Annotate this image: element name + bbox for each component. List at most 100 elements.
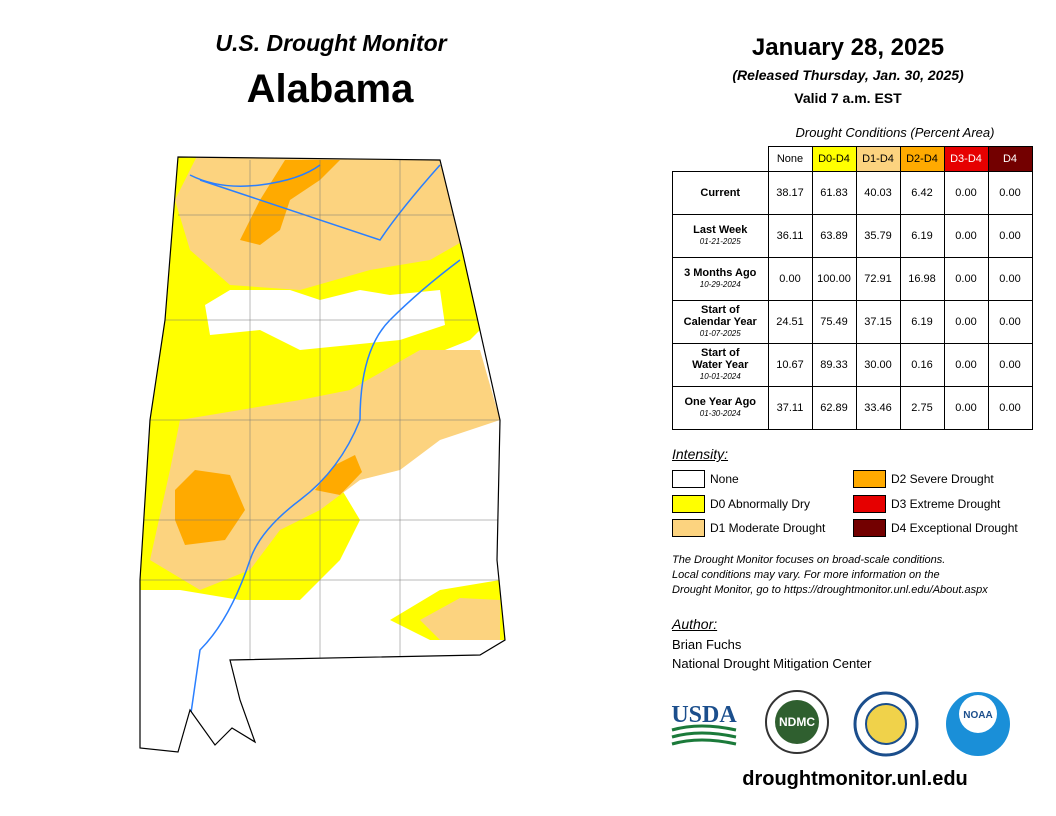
header-row: None D0-D4 D1-D4 D2-D4 D3-D4 D4 <box>673 146 1033 172</box>
row-date: 01-21-2025 <box>699 237 741 246</box>
date: January 28, 2025 <box>751 34 945 61</box>
cell: 6.42 <box>899 171 945 215</box>
row-label-line: Start of <box>701 304 740 316</box>
cell: 0.00 <box>943 386 989 430</box>
cell: 0.00 <box>943 300 989 344</box>
area-d1 <box>150 350 500 590</box>
row-label: 3 Months Ago 10-29-2024 <box>672 257 769 301</box>
cell: 0.00 <box>987 386 1033 430</box>
usda-waves <box>671 724 737 746</box>
legend-item: D2 Severe Drought <box>853 470 1033 488</box>
cell: 0.16 <box>899 343 945 387</box>
cell: 36.11 <box>767 214 813 258</box>
cell: 0.00 <box>943 343 989 387</box>
cell: 0.00 <box>987 257 1033 301</box>
table-row: One Year Ago 01-30-2024 37.11 62.89 33.46 2.7… <box>672 386 1033 430</box>
area-d2 <box>315 455 362 495</box>
note: The Drought Monitor focuses on broad-sca… <box>672 553 988 598</box>
row-label: Start of Water Year 10-01-2024 <box>672 343 769 387</box>
cell: 24.51 <box>767 300 813 344</box>
ndmc-inner <box>775 700 819 744</box>
noaa-inner <box>959 695 997 733</box>
area-none <box>140 157 505 752</box>
cell: 0.00 <box>943 257 989 301</box>
river <box>189 164 461 721</box>
state-name: Alabama <box>246 67 414 111</box>
row-label-line: Start of <box>701 347 740 359</box>
row-date: 10-29-2024 <box>699 280 741 289</box>
table-row: 3 Months Ago 10-29-2024 0.00 100.00 72.91 16.… <box>672 257 1033 301</box>
legend-label: D1 Moderate Drought <box>710 521 826 535</box>
cell: 6.19 <box>899 214 945 258</box>
area-d2 <box>175 470 245 545</box>
table-caption: Drought Conditions (Percent Area) <box>795 125 995 140</box>
cell: 16.98 <box>899 257 945 301</box>
author-org: National Drought Mitigation Center <box>672 656 872 671</box>
column-header: D4 <box>987 146 1033 172</box>
row-date: 01-07-2025 <box>699 329 741 338</box>
area-d0 <box>140 157 505 600</box>
noaa-logo <box>946 692 1010 756</box>
column-header: None <box>767 146 813 172</box>
legend-title: Intensity: <box>672 446 729 462</box>
cell: 0.00 <box>943 171 989 215</box>
cell: 33.46 <box>855 386 901 430</box>
map <box>140 157 505 752</box>
cell: 63.89 <box>811 214 857 258</box>
note-line: Drought Monitor, go to https://droughtmo… <box>672 584 988 596</box>
cell: 0.00 <box>987 171 1033 215</box>
table-row: Start of Calendar Year 01-07-2025 24.51 75.4… <box>672 300 1033 344</box>
area-none <box>140 600 390 752</box>
column-header: D2-D4 <box>899 146 945 172</box>
commerce-logo <box>853 691 919 757</box>
legend-label: D2 Severe Drought <box>891 472 994 486</box>
legend-swatch <box>853 470 886 488</box>
cell: 0.00 <box>767 257 813 301</box>
author-title: Author: <box>672 616 718 632</box>
legend-item: D1 Moderate Drought <box>672 519 852 537</box>
conditions-table: None D0-D4 D1-D4 D2-D4 D3-D4 D4 Current 38.17 61… <box>672 146 1033 430</box>
cell: 61.83 <box>811 171 857 215</box>
legend-item: None <box>672 470 852 488</box>
cell: 62.89 <box>811 386 857 430</box>
area-d2 <box>240 160 340 245</box>
website: droughtmonitor.unl.edu <box>742 768 968 790</box>
row-label-line: Last Week <box>693 224 748 236</box>
area-d1 <box>420 598 500 640</box>
state-outline <box>139 156 506 753</box>
cell: 0.00 <box>943 214 989 258</box>
column-header: D3-D4 <box>943 146 989 172</box>
legend-label: None <box>710 472 739 486</box>
legend-swatch <box>853 519 886 537</box>
noaa-text: NOAA <box>963 710 992 721</box>
legend-item: D0 Abnormally Dry <box>672 494 852 513</box>
row-label: Start of Calendar Year 01-07-2025 <box>672 300 769 344</box>
area-none <box>205 290 445 350</box>
row-date: 10-01-2024 <box>699 372 741 381</box>
row-label: One Year Ago 01-30-2024 <box>672 386 769 430</box>
cell: 0.00 <box>987 214 1033 258</box>
cell: 40.03 <box>855 171 901 215</box>
note-line: The Drought Monitor focuses on broad-sca… <box>672 554 946 566</box>
table-row: Current 38.17 61.83 40.03 6.42 0.00 0.00 <box>672 171 1033 215</box>
county-lines <box>140 160 500 660</box>
legend-item: D4 Exceptional Drought <box>853 519 1033 537</box>
cell: 89.33 <box>811 343 857 387</box>
row-date: 01-30-2024 <box>699 409 741 418</box>
corner <box>673 147 769 172</box>
row-label-line: Calendar Year <box>683 316 757 328</box>
legend-swatch <box>672 519 705 537</box>
cell: 10.67 <box>767 343 813 387</box>
cell: 0.00 <box>987 300 1033 344</box>
ndmc-text: NDMC <box>779 715 815 729</box>
area-d1 <box>175 157 465 290</box>
cell: 35.79 <box>855 214 901 258</box>
legend-swatch <box>672 494 705 513</box>
legend-item: D3 Extreme Drought <box>853 494 1033 513</box>
area-none <box>300 440 497 620</box>
released: (Released Thursday, Jan. 30, 2025) <box>732 67 964 83</box>
author-name: Brian Fuchs <box>672 637 742 652</box>
cell: 38.17 <box>767 171 813 215</box>
cell: 37.15 <box>855 300 901 344</box>
